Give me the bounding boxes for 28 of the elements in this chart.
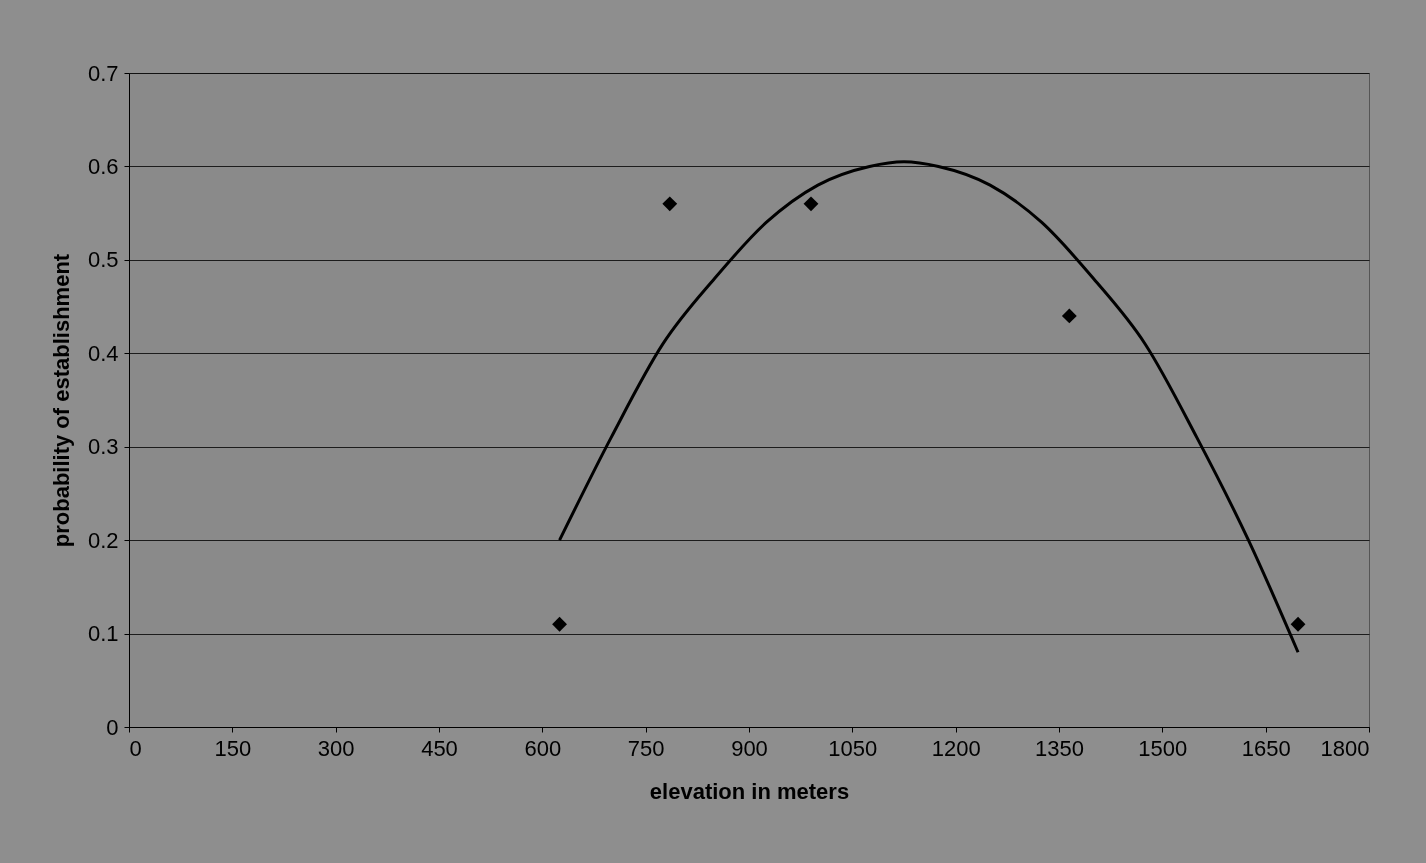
x-tick-label: 1200 — [931, 735, 981, 761]
x-tick-label: 1350 — [1035, 735, 1084, 761]
x-axis-title: elevation in meters — [649, 778, 850, 804]
point — [662, 196, 678, 212]
x-tick-label: 750 — [627, 735, 665, 761]
y-tick-label: 0.3 — [87, 434, 119, 460]
x-tick-label: 0 — [129, 735, 142, 761]
y-tick-label: 0.1 — [87, 621, 119, 647]
y-tick-label: 0 — [106, 714, 119, 740]
y-tick-label: 0.6 — [87, 153, 119, 179]
x-tick-label: 1650 — [1241, 735, 1291, 761]
x-tick-label: 600 — [524, 735, 562, 761]
x-tick-label: 1050 — [828, 735, 878, 761]
point — [803, 196, 819, 212]
point — [1061, 308, 1077, 324]
y-axis-title: probability of establishment — [48, 253, 74, 548]
point — [552, 616, 567, 632]
point — [1290, 616, 1306, 632]
x-tick-label: 300 — [317, 735, 355, 761]
x-tick-label: 450 — [421, 735, 458, 761]
y-tick-label: 0.7 — [87, 60, 119, 86]
y-tick-label: 0.5 — [87, 247, 119, 273]
y-tick-label: 0.4 — [87, 340, 119, 366]
x-tick-label: 150 — [214, 735, 252, 761]
y-tick-label: 0.2 — [87, 527, 119, 553]
x-tick-label: 1800 — [1320, 735, 1370, 761]
x-tick-label: 1500 — [1138, 735, 1188, 761]
x-tick-label: 900 — [731, 735, 768, 761]
